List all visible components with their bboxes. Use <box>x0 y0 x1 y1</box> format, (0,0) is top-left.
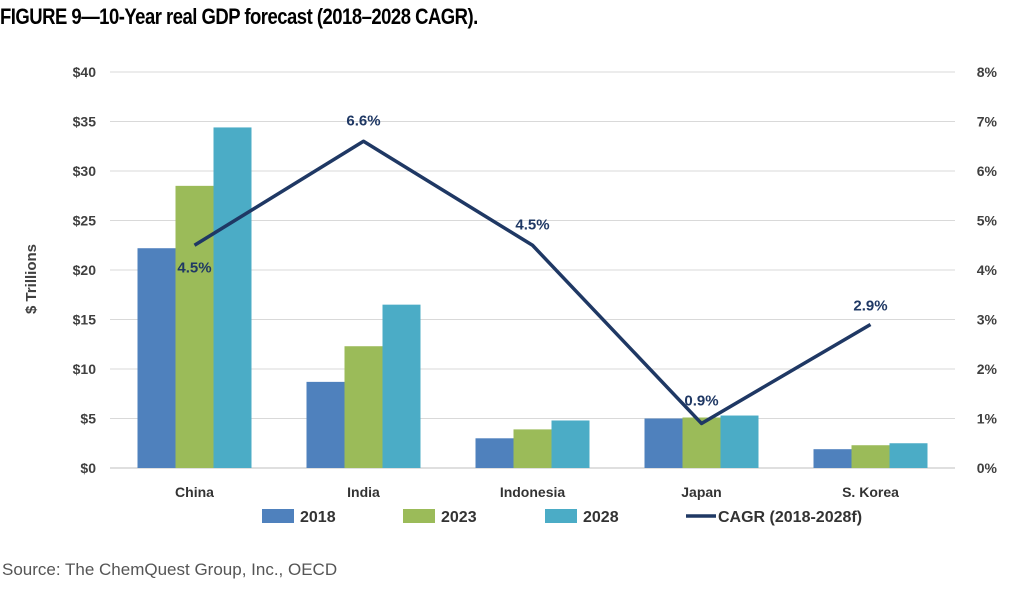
bar-2028-japan <box>720 415 759 468</box>
x-axis-categories: China India Indonesia Japan S. Korea <box>175 484 899 500</box>
source-note: Source: The ChemQuest Group, Inc., OECD <box>2 560 338 579</box>
bar-2028-india <box>382 304 421 468</box>
bar-2018-japan <box>644 418 683 468</box>
chart-title: FIGURE 9—10-Year real GDP forecast (2018… <box>0 4 478 29</box>
legend-label: 2023 <box>441 509 477 526</box>
bar-2028-china <box>213 127 252 468</box>
y-tick-label: $0 <box>80 460 96 476</box>
cagr-data-label: 2.9% <box>853 297 887 314</box>
cagr-data-label: 4.5% <box>515 216 549 233</box>
legend-swatch <box>262 509 294 523</box>
y2-tick-label: 7% <box>977 114 998 130</box>
cagr-data-label: 0.9% <box>684 392 718 409</box>
bars <box>137 127 928 468</box>
y2-tick-label: 4% <box>977 262 998 278</box>
legend-swatch <box>403 509 435 523</box>
legend: 2018 2023 2028 CAGR (2018-2028f) <box>262 509 862 526</box>
y-tick-label: $15 <box>73 312 97 328</box>
y2-tick-label: 3% <box>977 312 998 328</box>
y-tick-label: $25 <box>73 213 97 229</box>
y-tick-label: $40 <box>73 64 97 80</box>
y-tick-label: $30 <box>73 163 97 179</box>
bar-2023-s-korea <box>851 445 890 468</box>
y2-tick-label: 0% <box>977 460 998 476</box>
y-tick-label: $5 <box>80 411 96 427</box>
legend-label: 2018 <box>300 509 336 526</box>
y-tick-label: $10 <box>73 361 97 377</box>
x-category-label: Japan <box>681 484 721 500</box>
bar-2018-china <box>137 248 176 468</box>
x-category-label: China <box>175 484 214 500</box>
y2-tick-label: 2% <box>977 361 998 377</box>
y-axis-right: 0% 1% 2% 3% 4% 5% 6% 7% 8% <box>977 64 998 476</box>
cagr-data-label: 6.6% <box>346 112 380 129</box>
x-category-label: Indonesia <box>500 484 566 500</box>
bar-2018-india <box>306 381 345 468</box>
cagr-line: 4.5% 6.6% 4.5% 0.9% 2.9% <box>177 112 888 426</box>
y-axis-title: $ Trillions <box>23 244 40 314</box>
bar-2028-indonesia <box>551 420 590 468</box>
y2-tick-label: 8% <box>977 64 998 80</box>
bar-2018-indonesia <box>475 438 514 468</box>
cagr-line-path <box>193 139 872 426</box>
x-category-label: S. Korea <box>842 484 899 500</box>
bar-2023-china <box>175 185 214 468</box>
y-tick-label: $35 <box>73 114 97 130</box>
bar-2023-indonesia <box>513 429 552 468</box>
bar-2018-s-korea <box>813 449 852 468</box>
legend-label: 2028 <box>583 509 619 526</box>
bar-2028-s-korea <box>889 443 928 468</box>
bar-2023-japan <box>682 417 721 468</box>
y-tick-label: $20 <box>73 262 97 278</box>
y2-tick-label: 6% <box>977 163 998 179</box>
cagr-data-label: 4.5% <box>177 259 211 276</box>
y-axis-left: $0 $5 $10 $15 $20 $25 $30 $35 $40 <box>73 64 97 476</box>
bar-2023-india <box>344 346 383 468</box>
legend-swatch <box>545 509 577 523</box>
legend-label: CAGR (2018-2028f) <box>718 509 862 526</box>
y2-tick-label: 1% <box>977 411 998 427</box>
y2-tick-label: 5% <box>977 213 998 229</box>
x-category-label: India <box>347 484 380 500</box>
